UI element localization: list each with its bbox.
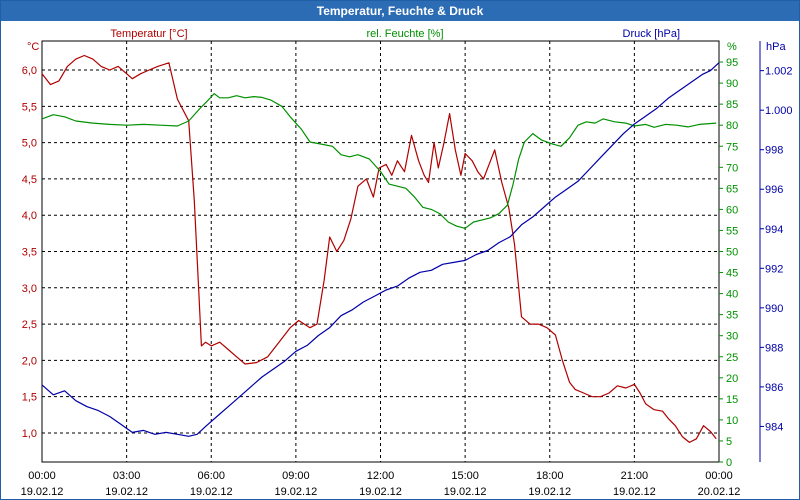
humidity-tick-label: 30 (726, 331, 738, 343)
temperature-tick-label: 5,0 (22, 138, 37, 150)
temperature-unit-label: °C (27, 41, 39, 53)
temperature-tick-label: 3,5 (22, 247, 37, 259)
temperature-axis-title: Temperatur [°C] (110, 28, 187, 40)
x-tick-date: 19.02.12 (21, 486, 64, 498)
pressure-tick-label: 998 (765, 145, 783, 157)
temperature-tick-label: 3,0 (22, 283, 37, 295)
pressure-axis-title: Druck [hPa] (623, 28, 680, 40)
pressure-tick-label: 996 (765, 184, 783, 196)
pressure-tick-label: 986 (765, 382, 783, 394)
humidity-tick-label: 0 (726, 457, 732, 469)
x-tick-time: 21:00 (621, 470, 649, 482)
pressure-tick-label: 1.000 (765, 105, 793, 117)
x-tick-date: 19.02.12 (528, 486, 571, 498)
series (41, 54, 720, 443)
humidity-tick-label: 50 (726, 247, 738, 259)
humidity-tick-label: 35 (726, 310, 738, 322)
pressure-tick-label: 990 (765, 303, 783, 315)
x-tick-time: 00:00 (28, 470, 56, 482)
pressure-line (41, 62, 720, 437)
pressure-tick-label: 988 (765, 342, 783, 354)
temperature-tick-label: 2,5 (22, 319, 37, 331)
humidity-tick-label: 95 (726, 57, 738, 69)
x-tick-date: 20.02.12 (698, 486, 741, 498)
humidity-line (41, 92, 717, 229)
x-tick-date: 19.02.12 (613, 486, 656, 498)
humidity-tick-label: 80 (726, 120, 738, 132)
x-tick-time: 09:00 (282, 470, 310, 482)
pressure-tick-label: 994 (765, 224, 783, 236)
humidity-tick-label: 20 (726, 373, 738, 385)
temperature-line (41, 54, 717, 443)
pressure-tick-label: 1.002 (765, 66, 793, 78)
humidity-tick-label: 45 (726, 268, 738, 280)
temperature-tick-label: 2,0 (22, 355, 37, 367)
humidity-tick-label: 90 (726, 78, 738, 90)
humidity-tick-label: 85 (726, 99, 738, 111)
humidity-tick-label: 40 (726, 289, 738, 301)
temperature-tick-label: 1,0 (22, 428, 37, 440)
humidity-tick-label: 60 (726, 204, 738, 216)
x-tick-date: 19.02.12 (359, 486, 402, 498)
temperature-tick-label: 1,5 (22, 392, 37, 404)
temperature-tick-label: 6,0 (22, 65, 37, 77)
humidity-tick-label: 10 (726, 415, 738, 427)
temperature-tick-label: 4,5 (22, 174, 37, 186)
x-tick-date: 19.02.12 (105, 486, 148, 498)
x-tick-date: 19.02.12 (190, 486, 233, 498)
chart-title: Temperatur, Feuchte & Druck (1, 1, 799, 21)
temperature-tick-label: 4,0 (22, 210, 37, 222)
x-tick-date: 19.02.12 (444, 486, 487, 498)
humidity-tick-label: 5 (726, 436, 732, 448)
humidity-tick-label: 15 (726, 394, 738, 406)
x-tick-time: 00:00 (705, 470, 733, 482)
humidity-tick-label: 70 (726, 162, 738, 174)
axes: 00:00 19.02.12 03:00 19.02.12 06:00 19.02.12 0… (21, 41, 793, 498)
pressure-unit-label: hPa (766, 41, 786, 53)
x-tick-time: 06:00 (197, 470, 225, 482)
x-tick-date: 19.02.12 (274, 486, 317, 498)
x-tick-time: 18:00 (536, 470, 564, 482)
x-tick-time: 15:00 (451, 470, 479, 482)
x-tick-time: 12:00 (367, 470, 395, 482)
temperature-tick-label: 5,5 (22, 101, 37, 113)
humidity-tick-label: 55 (726, 225, 738, 237)
humidity-tick-label: 65 (726, 183, 738, 195)
humidity-unit-label: % (727, 41, 737, 53)
humidity-tick-label: 25 (726, 352, 738, 364)
x-tick-time: 03:00 (113, 470, 141, 482)
humidity-axis-title: rel. Feuchte [%] (366, 28, 443, 40)
humidity-tick-label: 75 (726, 141, 738, 153)
grid (41, 40, 720, 463)
pressure-tick-label: 984 (765, 421, 783, 433)
pressure-tick-label: 992 (765, 263, 783, 275)
